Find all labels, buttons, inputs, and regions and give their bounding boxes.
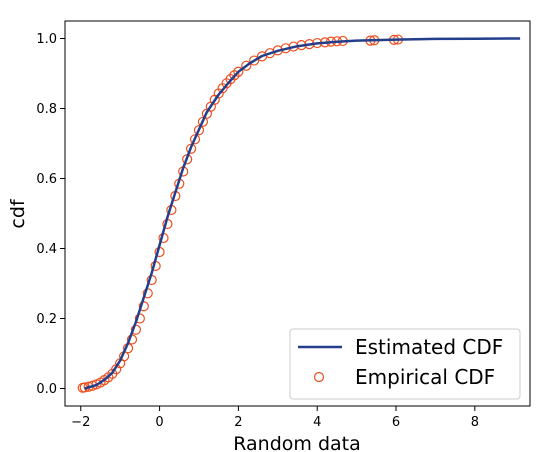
x-axis-ticks: −2 0 2 4 6 8 (71, 406, 479, 430)
legend-label-empirical: Empirical CDF (355, 365, 495, 389)
y-tick-label: 0.2 (36, 312, 57, 327)
empirical-point (197, 116, 209, 127)
x-tick-label: 2 (234, 415, 242, 430)
x-tick-label: −2 (71, 415, 90, 430)
empirical-point (233, 66, 244, 77)
estimated-series (84, 37, 521, 390)
plot-frame (64, 20, 531, 407)
empirical-point (189, 134, 201, 145)
y-tick-label: 0.4 (36, 242, 57, 257)
x-tick-label: 4 (313, 415, 321, 430)
legend-label-estimated: Estimated CDF (355, 335, 503, 359)
empirical-point (193, 125, 205, 136)
x-tick-label: 8 (471, 415, 479, 430)
estimated-cdf-line (84, 37, 521, 390)
y-tick-label: 1.0 (36, 32, 57, 47)
y-tick-label: 0.0 (36, 382, 57, 397)
empirical-point (249, 55, 260, 66)
x-axis-label: Random data (233, 433, 361, 452)
y-tick-label: 0.6 (36, 172, 57, 187)
legend: Estimated CDF Empirical CDF (289, 328, 521, 400)
x-tick-label: 0 (155, 415, 163, 430)
y-tick-label: 0.8 (36, 102, 57, 117)
empirical-point (138, 301, 149, 312)
y-axis-ticks: 0.0 0.2 0.4 0.6 0.8 1.0 (36, 32, 65, 397)
x-tick-label: 6 (392, 415, 400, 430)
y-axis-label: cdf (7, 198, 29, 229)
empirical-series (77, 34, 404, 393)
empirical-point (241, 60, 252, 71)
legend-box (289, 328, 521, 400)
empirical-point (134, 313, 145, 324)
legend-marker-swatch (313, 371, 325, 383)
